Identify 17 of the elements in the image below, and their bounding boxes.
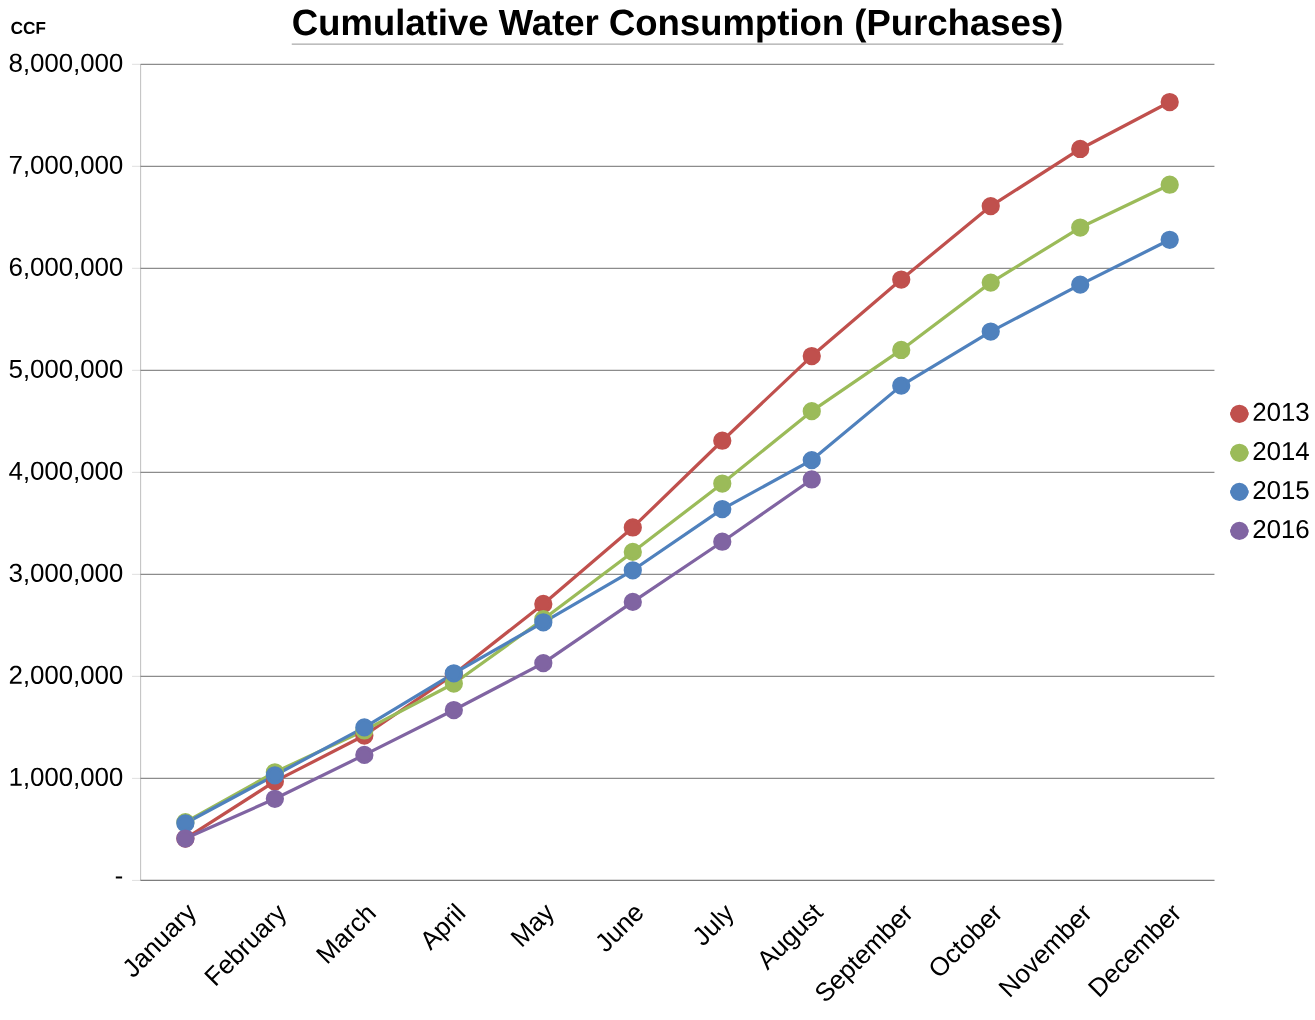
chart-title: Cumulative Water Consumption (Purchases)	[293, 8, 1062, 43]
legend-label: 2016	[1253, 520, 1309, 539]
y-axis-title: CCF	[11, 22, 46, 35]
legend-label: 2015	[1253, 481, 1309, 500]
y-tick-label: 5,000,000	[9, 359, 123, 382]
y-tick-label: 2,000,000	[9, 665, 123, 688]
y-tick-label: 7,000,000	[9, 155, 123, 178]
y-tick-label: 6,000,000	[9, 257, 123, 280]
y-tick-label: 1,000,000	[10, 767, 123, 790]
x-tick-label: July	[694, 905, 734, 946]
y-tick-label: 4,000,000	[9, 461, 123, 484]
legend-label: 2013	[1253, 403, 1309, 422]
y-tick-label: 8,000,000	[9, 53, 123, 76]
y-tick-label: -	[115, 876, 123, 879]
y-tick-label: 3,000,000	[9, 563, 123, 586]
x-tick-label: May	[510, 904, 554, 948]
legend-label: 2014	[1253, 442, 1309, 461]
